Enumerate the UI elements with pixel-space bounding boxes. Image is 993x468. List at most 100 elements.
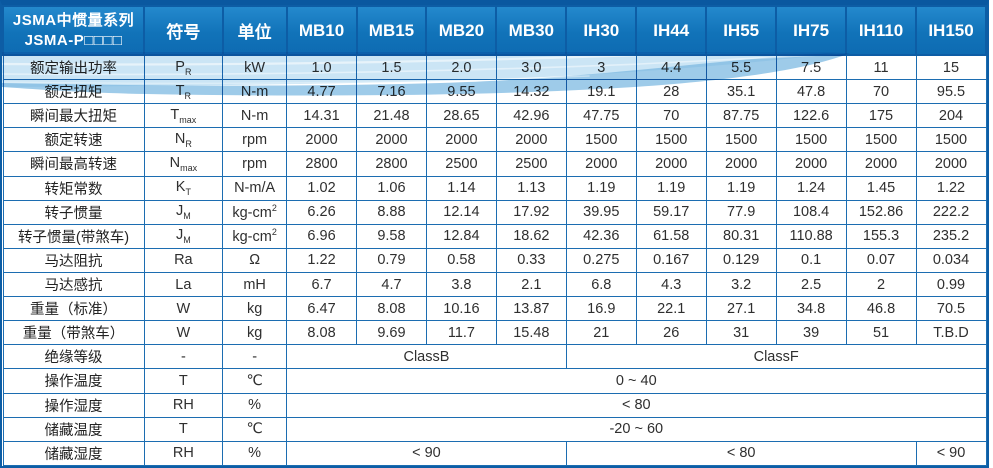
symbol-cell: NR bbox=[143, 127, 224, 153]
value-cell: 1.14 bbox=[425, 175, 497, 201]
row-label-cell: 重量（标准） bbox=[2, 296, 145, 322]
symbol-cell: KT bbox=[143, 175, 224, 201]
value-cell: 1.22 bbox=[286, 247, 357, 273]
value-cell: 1500 bbox=[915, 127, 987, 153]
unit-cell: kg bbox=[222, 296, 288, 322]
merged-value-cell: < 90 bbox=[286, 440, 567, 467]
value-cell: 31 bbox=[705, 320, 777, 346]
spec-table-body: 额定输出功率 PR kW 1.0 1.5 2.0 3.0 3 4.4 5.5 7.5 11 15 额定扭矩… bbox=[2, 54, 987, 467]
merged-value-cell: < 80 bbox=[286, 392, 987, 418]
value-cell: 27.1 bbox=[705, 296, 777, 322]
symbol-cell: TR bbox=[143, 79, 224, 105]
value-cell: 2.0 bbox=[425, 54, 497, 81]
row-label-cell: 转矩常数 bbox=[2, 175, 145, 201]
symbol-cell: La bbox=[143, 271, 224, 298]
value-cell: 21.48 bbox=[356, 103, 427, 129]
row-label-cell: 转子惯量 bbox=[2, 199, 145, 225]
value-cell: 95.5 bbox=[915, 79, 987, 105]
symbol-cell: Ra bbox=[143, 247, 224, 273]
value-cell: 1.13 bbox=[495, 175, 567, 201]
value-cell: 4.4 bbox=[635, 54, 707, 81]
table-row: 瞬间最大扭矩 Tmax N-m 14.31 21.48 28.65 42.96 47.75 70… bbox=[2, 103, 987, 129]
table-row: 额定扭矩 TR N-m 4.77 7.16 9.55 14.32 19.1 28 35.1 47.8… bbox=[2, 79, 987, 105]
value-cell: 1.22 bbox=[915, 175, 987, 201]
value-cell: 110.88 bbox=[775, 223, 847, 249]
value-cell: 122.6 bbox=[775, 103, 847, 129]
value-cell: 0.167 bbox=[635, 247, 707, 273]
value-cell: 0.07 bbox=[845, 247, 917, 273]
value-cell: 47.75 bbox=[565, 103, 637, 129]
value-cell: 39.95 bbox=[565, 199, 637, 225]
value-cell: 2000 bbox=[775, 151, 847, 177]
value-cell: 70 bbox=[845, 79, 917, 105]
value-cell: 2.5 bbox=[775, 271, 847, 298]
value-cell: 26 bbox=[635, 320, 707, 346]
value-cell: 87.75 bbox=[705, 103, 777, 129]
value-cell: 6.26 bbox=[286, 199, 357, 225]
table-row: 转子惯量 JM kg-cm2 6.26 8.88 12.14 17.92 39.95 59.17… bbox=[2, 199, 987, 225]
symbol-cell: RH bbox=[143, 440, 224, 467]
value-cell: 0.33 bbox=[495, 247, 567, 273]
table-title-line2: JSMA-P□□□□ bbox=[24, 31, 123, 49]
value-cell: 175 bbox=[845, 103, 917, 129]
value-cell: 155.3 bbox=[845, 223, 917, 249]
table-row: 马达阻抗 Ra Ω 1.22 0.79 0.58 0.33 0.275 0.167 0.129 0.… bbox=[2, 247, 987, 273]
row-label-cell: 马达感抗 bbox=[2, 271, 145, 298]
value-cell: 2000 bbox=[286, 127, 357, 153]
unit-cell: - bbox=[222, 344, 288, 370]
symbol-cell: T bbox=[143, 416, 224, 442]
merged-value-cell: 0 ~ 40 bbox=[286, 368, 987, 394]
symbol-cell: T bbox=[143, 368, 224, 394]
value-cell: 2000 bbox=[495, 127, 567, 153]
model-column-header-ih110: IH110 bbox=[845, 5, 917, 56]
value-cell: 2000 bbox=[915, 151, 987, 177]
value-cell: 1.19 bbox=[565, 175, 637, 201]
value-cell: 35.1 bbox=[705, 79, 777, 105]
merged-value-cell: ClassB bbox=[286, 344, 567, 370]
value-cell: 7.5 bbox=[775, 54, 847, 81]
value-cell: 61.58 bbox=[635, 223, 707, 249]
value-cell: 12.84 bbox=[425, 223, 497, 249]
value-cell: 2800 bbox=[356, 151, 427, 177]
unit-cell: ℃ bbox=[222, 416, 288, 442]
value-cell: 1.06 bbox=[356, 175, 427, 201]
value-cell: 11.7 bbox=[425, 320, 497, 346]
value-cell: 1.19 bbox=[635, 175, 707, 201]
symbol-cell: Nmax bbox=[143, 151, 224, 177]
value-cell: 9.55 bbox=[425, 79, 497, 105]
unit-cell: rpm bbox=[222, 151, 288, 177]
unit-column-header: 单位 bbox=[221, 5, 288, 56]
value-cell: 3 bbox=[565, 54, 637, 81]
value-cell: 0.034 bbox=[915, 247, 987, 273]
unit-cell: N-m bbox=[222, 79, 288, 105]
value-cell: 15.48 bbox=[495, 320, 567, 346]
value-cell: 9.58 bbox=[356, 223, 427, 249]
value-cell: 204 bbox=[915, 103, 987, 129]
value-cell: 1500 bbox=[565, 127, 637, 153]
value-cell: 46.8 bbox=[845, 296, 917, 322]
row-label-cell: 绝缘等级 bbox=[2, 344, 145, 370]
row-label-cell: 瞬间最大扭矩 bbox=[2, 103, 145, 129]
unit-cell: kg-cm2 bbox=[222, 223, 288, 249]
value-cell: 12.14 bbox=[425, 199, 497, 225]
value-cell: 21 bbox=[565, 320, 637, 346]
merged-value-cell: -20 ~ 60 bbox=[286, 416, 987, 442]
value-cell: 15 bbox=[915, 54, 987, 81]
value-cell: 1.02 bbox=[286, 175, 357, 201]
model-column-header-mb30: MB30 bbox=[495, 5, 568, 56]
table-row: 转矩常数 KT N-m/A 1.02 1.06 1.14 1.13 1.19 1.19 1.19 1… bbox=[2, 175, 987, 201]
row-label-cell: 储藏湿度 bbox=[2, 440, 145, 467]
unit-cell: kg bbox=[222, 320, 288, 346]
model-column-header-ih44: IH44 bbox=[635, 5, 708, 56]
value-cell: 2000 bbox=[425, 127, 497, 153]
value-cell: 3.2 bbox=[705, 271, 777, 298]
value-cell: 2000 bbox=[705, 151, 777, 177]
value-cell: T.B.D bbox=[915, 320, 987, 346]
model-column-header-mb10: MB10 bbox=[285, 5, 358, 56]
value-cell: 8.08 bbox=[286, 320, 357, 346]
value-cell: 1500 bbox=[845, 127, 917, 153]
value-cell: 1.19 bbox=[705, 175, 777, 201]
